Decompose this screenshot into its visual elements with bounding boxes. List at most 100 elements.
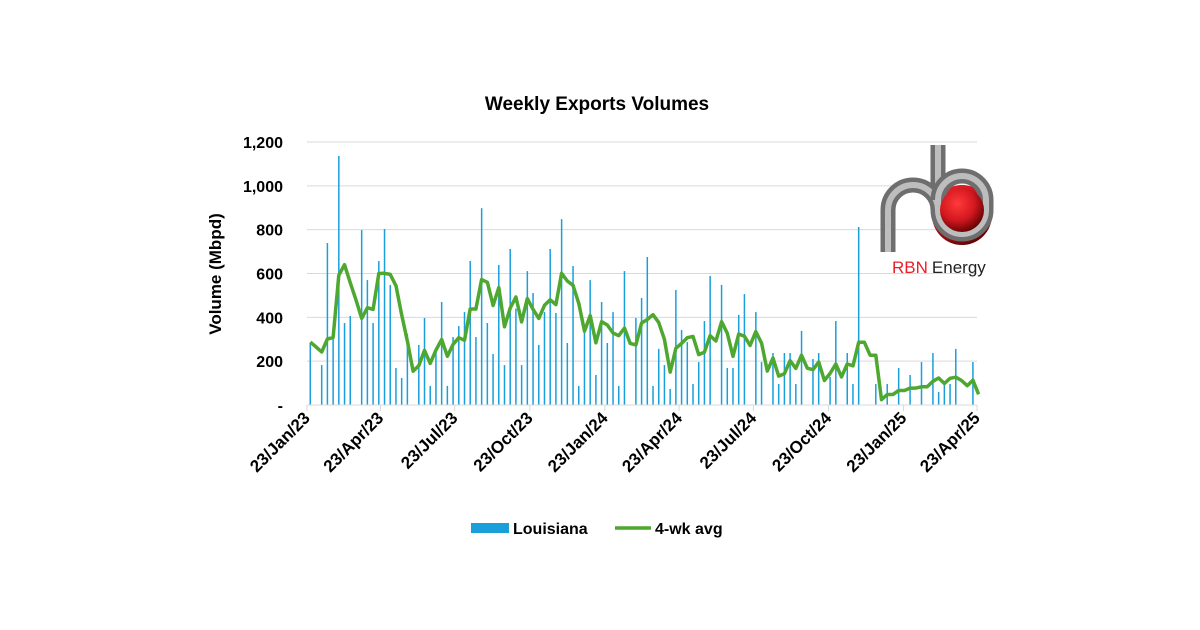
- bar-louisiana: [680, 330, 683, 405]
- bar-louisiana: [760, 362, 763, 405]
- bar-louisiana: [589, 280, 591, 405]
- bar-louisiana: [560, 219, 563, 405]
- bar-louisiana: [789, 353, 791, 405]
- x-axis-ticks: 23/Jan/23 23/Apr/23 23/Jul/23 23/Oct/23 23/J…: [246, 405, 984, 476]
- bar-louisiana: [897, 367, 900, 405]
- bar-louisiana: [515, 308, 517, 405]
- bar-louisiana: [326, 243, 329, 405]
- bar-louisiana: [440, 301, 443, 405]
- bar-louisiana: [617, 385, 620, 405]
- bar-louisiana: [732, 367, 734, 405]
- x-tick-label: 23/Oct/24: [768, 408, 835, 475]
- bar-louisiana: [783, 353, 786, 405]
- bar-louisiana: [526, 271, 529, 405]
- bar-louisiana: [857, 227, 860, 405]
- legend-label-louisiana: Louisiana: [513, 521, 588, 538]
- y-axis-title: Volume (Mbpd): [206, 213, 225, 335]
- logo-text-energy: Energy: [932, 258, 986, 277]
- bar-louisiana: [578, 385, 580, 405]
- bar-louisiana: [829, 376, 831, 405]
- bar-louisiana: [520, 365, 523, 405]
- bar-louisiana: [320, 365, 323, 405]
- y-tick-label: 200: [256, 354, 283, 371]
- bar-louisiana: [349, 316, 352, 405]
- bar-louisiana: [555, 312, 557, 405]
- bar-louisiana: [623, 271, 626, 405]
- x-tick-label: 23/Jan/25: [843, 408, 911, 476]
- bar-louisiana: [509, 248, 511, 405]
- bar-louisiana: [949, 383, 951, 405]
- bar-louisiana: [572, 266, 574, 405]
- bar-louisiana: [395, 367, 397, 405]
- x-tick-label: 23/Jul/24: [696, 408, 761, 473]
- chart-title: Weekly Exports Volumes: [485, 94, 709, 115]
- bar-louisiana: [400, 378, 403, 405]
- bar-louisiana: [737, 314, 740, 405]
- y-tick-label: 600: [256, 267, 283, 284]
- bar-louisiana: [600, 301, 603, 405]
- y-tick-label: -: [278, 398, 283, 415]
- bar-louisiana: [452, 337, 454, 405]
- bar-louisiana: [418, 344, 420, 405]
- bar-louisiana: [566, 342, 569, 405]
- bar-louisiana: [492, 353, 494, 405]
- bar-louisiana: [435, 351, 437, 405]
- x-tick-label: 23/Apr/23: [320, 408, 388, 476]
- bar-louisiana: [812, 358, 814, 405]
- bar-louisiana: [743, 294, 746, 405]
- bar-louisiana: [932, 353, 934, 405]
- bar-louisiana: [372, 323, 374, 405]
- bar-louisiana: [406, 333, 409, 405]
- bar-louisiana: [663, 365, 666, 405]
- x-tick-label: 23/Apr/25: [916, 408, 984, 476]
- x-tick-label: 23/Jul/23: [397, 408, 461, 472]
- bar-louisiana: [383, 229, 386, 405]
- louisiana-bars: [309, 156, 974, 405]
- bar-louisiana: [503, 365, 506, 405]
- bar-louisiana: [686, 342, 689, 405]
- bar-louisiana: [692, 383, 694, 405]
- bar-louisiana: [429, 385, 431, 405]
- bar-louisiana: [795, 383, 797, 405]
- legend-label-avg: 4-wk avg: [655, 521, 723, 538]
- bar-louisiana: [475, 337, 477, 405]
- bar-louisiana: [583, 330, 586, 405]
- bar-louisiana: [726, 367, 729, 405]
- bar-louisiana: [669, 389, 671, 405]
- bar-louisiana: [378, 261, 380, 405]
- bar-louisiana: [657, 348, 660, 405]
- bar-louisiana: [852, 383, 854, 405]
- bar-louisiana: [640, 298, 643, 405]
- bar-louisiana: [595, 374, 597, 405]
- bar-louisiana: [498, 264, 500, 405]
- bar-louisiana: [423, 317, 426, 405]
- bar-louisiana: [543, 312, 546, 405]
- bar-louisiana: [943, 383, 946, 405]
- rbn-energy-logo: RBN Energy: [880, 145, 994, 277]
- logo-text-rbn: RBN: [892, 258, 928, 277]
- bar-louisiana: [389, 284, 391, 405]
- bar-louisiana: [697, 362, 700, 405]
- bar-louisiana: [446, 385, 449, 405]
- gridlines: [307, 141, 977, 362]
- bar-louisiana: [772, 353, 774, 405]
- bar-louisiana: [458, 326, 460, 405]
- y-tick-label: 1,000: [243, 179, 283, 196]
- bar-louisiana: [343, 323, 346, 405]
- bar-louisiana: [646, 257, 649, 405]
- bar-louisiana: [703, 321, 706, 405]
- bar-louisiana: [846, 353, 848, 405]
- y-axis-ticks: - 200 400 600 800 1,000 1,200: [243, 135, 283, 415]
- bar-louisiana: [612, 312, 614, 405]
- bar-louisiana: [817, 353, 820, 405]
- bar-louisiana: [635, 317, 637, 405]
- bar-louisiana: [549, 248, 551, 405]
- bar-louisiana: [720, 284, 723, 405]
- 4wk-avg-line: [309, 262, 981, 402]
- bar-louisiana: [532, 293, 534, 405]
- legend: Louisiana 4-wk avg: [471, 521, 723, 538]
- bar-louisiana: [486, 323, 489, 405]
- y-tick-label: 800: [256, 223, 283, 240]
- bar-louisiana: [937, 392, 940, 405]
